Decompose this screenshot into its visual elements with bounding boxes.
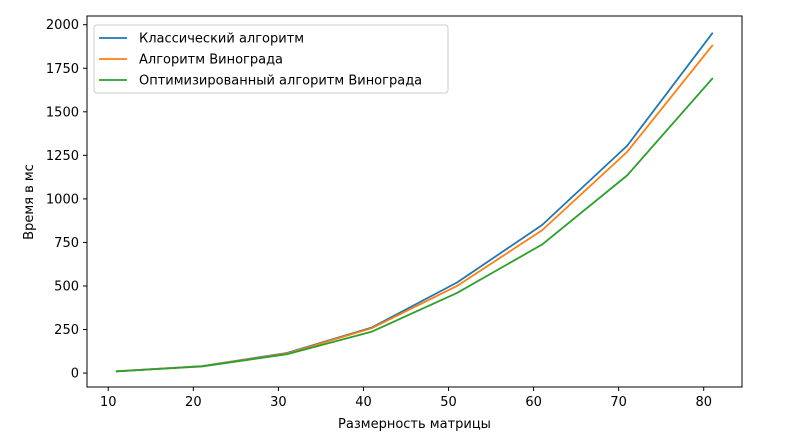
legend: Классический алгоритм Алгоритм Винограда О… bbox=[93, 24, 449, 94]
y-tick-label: 1250 bbox=[46, 149, 79, 164]
y-axis: 0 250 500 750 1000 1250 1500 1750 2000 bbox=[46, 18, 87, 382]
x-tick-label: 50 bbox=[440, 395, 457, 410]
x-tick-label: 70 bbox=[610, 395, 627, 410]
x-axis-label: Размерность матрицы bbox=[338, 417, 491, 432]
legend-box bbox=[93, 24, 449, 94]
x-tick-label: 80 bbox=[695, 395, 712, 410]
y-tick-label: 1000 bbox=[46, 192, 79, 207]
legend-label: Классический алгоритм bbox=[139, 32, 304, 47]
y-tick-label: 0 bbox=[71, 367, 79, 382]
y-tick-label: 250 bbox=[54, 323, 79, 338]
y-tick-label: 1750 bbox=[46, 62, 79, 77]
y-tick-label: 2000 bbox=[46, 18, 79, 33]
x-tick-label: 30 bbox=[270, 395, 287, 410]
x-tick-label: 40 bbox=[355, 395, 372, 410]
legend-label: Алгоритм Винограда bbox=[139, 53, 283, 68]
axes-frame bbox=[86, 15, 743, 388]
legend-label: Оптимизированный алгоритм Винограда bbox=[139, 74, 422, 89]
x-tick-label: 60 bbox=[525, 395, 542, 410]
x-tick-label: 10 bbox=[100, 395, 117, 410]
y-tick-label: 500 bbox=[54, 279, 79, 294]
series-layer bbox=[115, 32, 714, 373]
series-line bbox=[115, 77, 714, 373]
y-tick-label: 750 bbox=[54, 236, 79, 251]
plot-area bbox=[86, 15, 743, 388]
y-tick-label: 1500 bbox=[46, 105, 79, 120]
y-axis-label: Время в мс bbox=[22, 164, 37, 240]
x-axis: 10 20 30 40 50 60 70 80 bbox=[100, 387, 712, 410]
x-tick-label: 20 bbox=[185, 395, 202, 410]
